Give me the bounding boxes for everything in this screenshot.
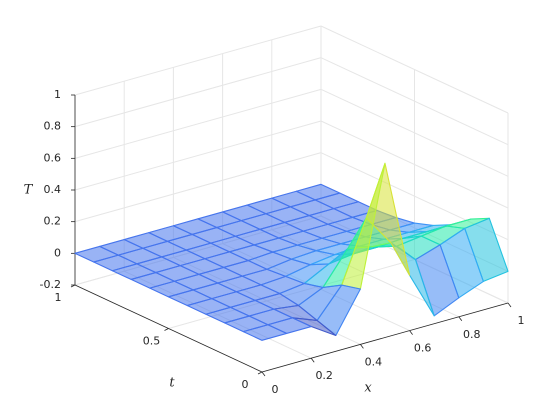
z-tick-label: 0.2 bbox=[44, 215, 62, 228]
surface-cell bbox=[242, 324, 288, 341]
x-tick bbox=[458, 316, 463, 322]
t-axis-label: t bbox=[169, 376, 175, 391]
x-tick-label: 0.6 bbox=[414, 342, 432, 355]
x-tick-label: 0 bbox=[272, 383, 279, 396]
grid-line bbox=[74, 25, 322, 96]
t-tick bbox=[164, 328, 169, 331]
grid-line bbox=[320, 25, 509, 114]
x-tick bbox=[507, 302, 512, 308]
axis-line bbox=[261, 302, 509, 373]
t-tick bbox=[257, 371, 263, 375]
x-tick-label: 0.4 bbox=[365, 355, 383, 368]
t-tick-label: 0 bbox=[242, 378, 249, 391]
grid-line bbox=[74, 120, 322, 191]
z-axis-label: T bbox=[24, 183, 34, 198]
x-tick-label: 0.2 bbox=[315, 369, 333, 382]
z-tick-label: 1 bbox=[54, 88, 61, 101]
x-tick-label: 0.8 bbox=[463, 328, 481, 341]
x-tick bbox=[310, 357, 315, 363]
x-tick bbox=[409, 330, 413, 335]
z-tick-label: -0.2 bbox=[40, 278, 61, 291]
x-axis-label: x bbox=[364, 381, 372, 396]
grid-line bbox=[320, 88, 509, 177]
grid-line bbox=[74, 57, 322, 128]
x-tick bbox=[360, 344, 364, 349]
z-tick-label: 0.6 bbox=[44, 151, 62, 164]
t-tick-label: 0.5 bbox=[143, 335, 161, 348]
grid-line bbox=[74, 152, 322, 223]
grid-line bbox=[320, 120, 509, 209]
z-tick-label: 0 bbox=[54, 246, 61, 259]
z-tick-label: 0.4 bbox=[44, 183, 62, 196]
grid-line bbox=[320, 57, 509, 146]
x-tick-label: 1 bbox=[518, 314, 525, 327]
grid-line bbox=[74, 88, 322, 159]
t-tick-label: 1 bbox=[55, 291, 62, 304]
x-tick bbox=[261, 371, 266, 377]
z-tick-label: 0.8 bbox=[44, 120, 62, 133]
